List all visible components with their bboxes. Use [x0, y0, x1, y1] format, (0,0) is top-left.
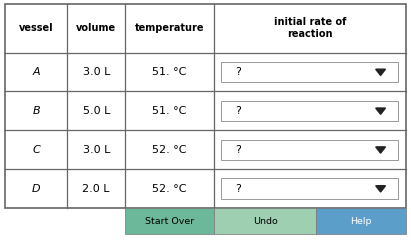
Polygon shape: [376, 69, 386, 75]
Bar: [214, 208, 316, 234]
Bar: [221, 140, 398, 160]
Text: D: D: [32, 184, 40, 193]
Bar: [221, 179, 398, 199]
Text: initial rate of
reaction: initial rate of reaction: [274, 17, 346, 39]
Text: 52. °C: 52. °C: [152, 184, 187, 193]
Polygon shape: [376, 108, 386, 114]
Text: ?: ?: [236, 106, 241, 116]
Text: A: A: [32, 67, 40, 77]
Text: 51. °C: 51. °C: [152, 106, 187, 116]
Text: ?: ?: [236, 184, 241, 193]
Text: Help: Help: [351, 216, 372, 226]
Text: C: C: [32, 145, 40, 155]
Text: temperature: temperature: [135, 23, 204, 33]
Text: volume: volume: [76, 23, 116, 33]
Text: 3.0 L: 3.0 L: [83, 67, 110, 77]
Text: 3.0 L: 3.0 L: [83, 145, 110, 155]
Text: ?: ?: [236, 145, 241, 155]
Text: Undo: Undo: [253, 216, 277, 226]
Text: B: B: [32, 106, 40, 116]
Text: vessel: vessel: [19, 23, 53, 33]
Text: 51. °C: 51. °C: [152, 67, 187, 77]
Bar: [316, 208, 406, 234]
Text: 2.0 L: 2.0 L: [83, 184, 110, 193]
Polygon shape: [376, 186, 386, 192]
Bar: [221, 62, 398, 82]
Text: 5.0 L: 5.0 L: [83, 106, 110, 116]
Polygon shape: [376, 147, 386, 153]
Text: Start Over: Start Over: [145, 216, 194, 226]
Bar: [221, 101, 398, 121]
Bar: [125, 208, 214, 234]
Bar: [5, 4, 406, 208]
Text: ?: ?: [236, 67, 241, 77]
Text: 52. °C: 52. °C: [152, 145, 187, 155]
